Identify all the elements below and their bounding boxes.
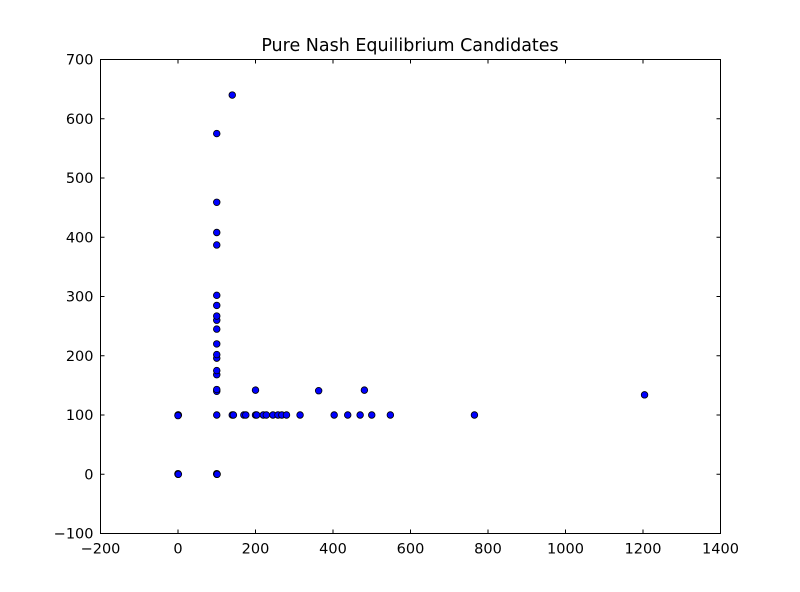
x-tick-label: 400 [319,542,347,558]
x-tick-label: 200 [242,542,270,558]
y-tick-label: 600 [66,112,94,128]
data-point [344,411,352,419]
data-point [330,411,338,419]
data-point [213,340,221,348]
x-tick-label: 1400 [702,542,739,558]
data-point [229,411,238,419]
plot-frame [100,59,721,534]
data-point [368,411,376,419]
data-point [213,312,221,320]
data-point [213,291,221,300]
data-points [174,91,649,478]
chart-title: Pure Nash Equilibrium Candidates [261,36,558,56]
y-tick-label: −100 [54,527,94,543]
data-point [213,198,221,206]
data-point [251,386,260,394]
data-point [356,411,364,419]
data-point [470,411,479,419]
data-point [213,129,221,138]
data-point [213,325,221,333]
data-point [640,391,649,399]
tick-labels: −200 0 200 400 600 800 1000 1200 1400 −100 0 100 200… [54,53,739,558]
y-tick-label: 500 [66,171,94,187]
data-point [252,411,261,419]
data-point [242,411,250,419]
data-point [213,366,221,375]
x-tick-label: 1200 [625,542,662,558]
data-point [174,411,182,420]
x-tick-label: 600 [397,542,425,558]
data-point [213,350,221,359]
data-point [213,385,221,394]
x-tick-label: −200 [81,542,121,558]
y-tick-label: 300 [66,290,94,306]
data-point [282,411,291,419]
data-point [174,470,183,478]
data-point [314,387,323,395]
data-point [386,411,395,419]
y-tick-label: 100 [66,408,94,424]
data-point [213,301,221,310]
y-tick-label: 0 [84,467,93,483]
data-point [262,411,271,419]
y-tick-label: 400 [66,230,94,246]
data-point [296,411,304,419]
data-point [213,411,221,419]
x-tick-label: 800 [474,542,502,558]
x-tick-label: 1000 [547,542,584,558]
y-tick-label: 700 [66,53,94,69]
data-point [228,91,236,99]
data-point [213,241,221,249]
x-tick-label: 0 [173,542,182,558]
data-point [360,386,369,394]
data-point [213,228,221,237]
y-tick-label: 200 [66,349,94,365]
data-point [213,470,221,478]
